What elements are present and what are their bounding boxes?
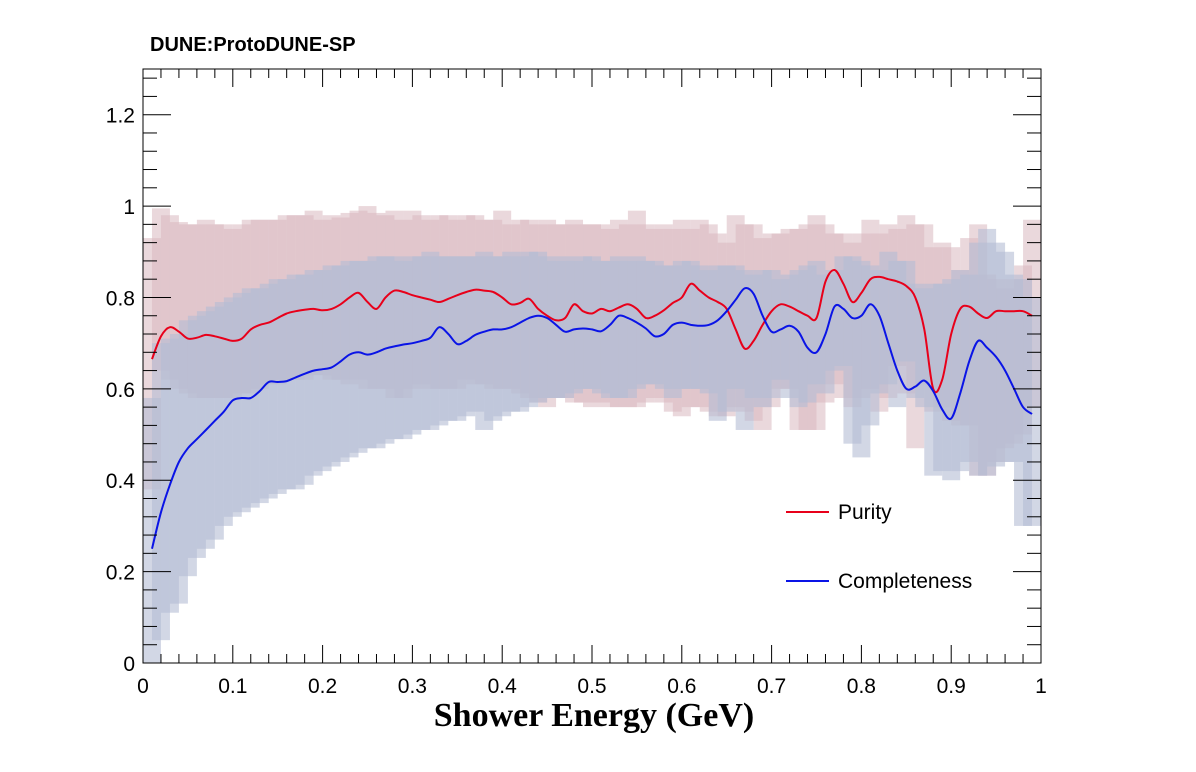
x-axis-label: Shower Energy (GeV) (0, 697, 1196, 735)
y-tick-label: 1 (123, 196, 135, 219)
y-tick-label: 0 (123, 653, 135, 676)
x-tick-label: 0.4 (488, 675, 518, 698)
x-tick-label: 0 (137, 675, 149, 698)
series-line-completeness (151, 287, 1033, 550)
x-tick-label: 0.8 (847, 675, 876, 698)
band-layer (143, 206, 1041, 663)
chart-title: DUNE:ProtoDUNE-SP (150, 34, 356, 56)
x-tick-label: 0.2 (308, 675, 337, 698)
x-tick-label: 0.9 (937, 675, 966, 698)
series-line-purity (151, 269, 1033, 394)
band-bin-completeness (1023, 297, 1041, 526)
x-tick-label: 0.7 (757, 675, 786, 698)
legend-label-purity: Purity (838, 501, 892, 524)
axes-layer: 0 0.1 0.2 0.3 0.4 0.5 0.6 0.7 0.8 0.9 1 0 0.2 0.4 0.6 0… (106, 68, 1047, 698)
legend: Purity Completeness (786, 501, 972, 593)
x-axis-label-text: Shower Energy (GeV) (433, 697, 755, 734)
series-layer (151, 269, 1033, 550)
y-tick-label: 0.8 (106, 287, 135, 310)
x-tick-label: 0.5 (577, 675, 606, 698)
y-tick-label: 0.4 (106, 470, 136, 493)
x-tick-label: 1 (1035, 675, 1047, 698)
x-tick-label: 0.1 (218, 675, 247, 698)
x-tick-label: 0.6 (667, 675, 696, 698)
y-tick-label: 0.2 (106, 562, 135, 585)
legend-label-completeness: Completeness (838, 570, 972, 593)
x-tick-label: 0.3 (398, 675, 427, 698)
y-tick-label: 0.6 (106, 379, 135, 402)
y-tick-label: 1.2 (106, 105, 135, 128)
